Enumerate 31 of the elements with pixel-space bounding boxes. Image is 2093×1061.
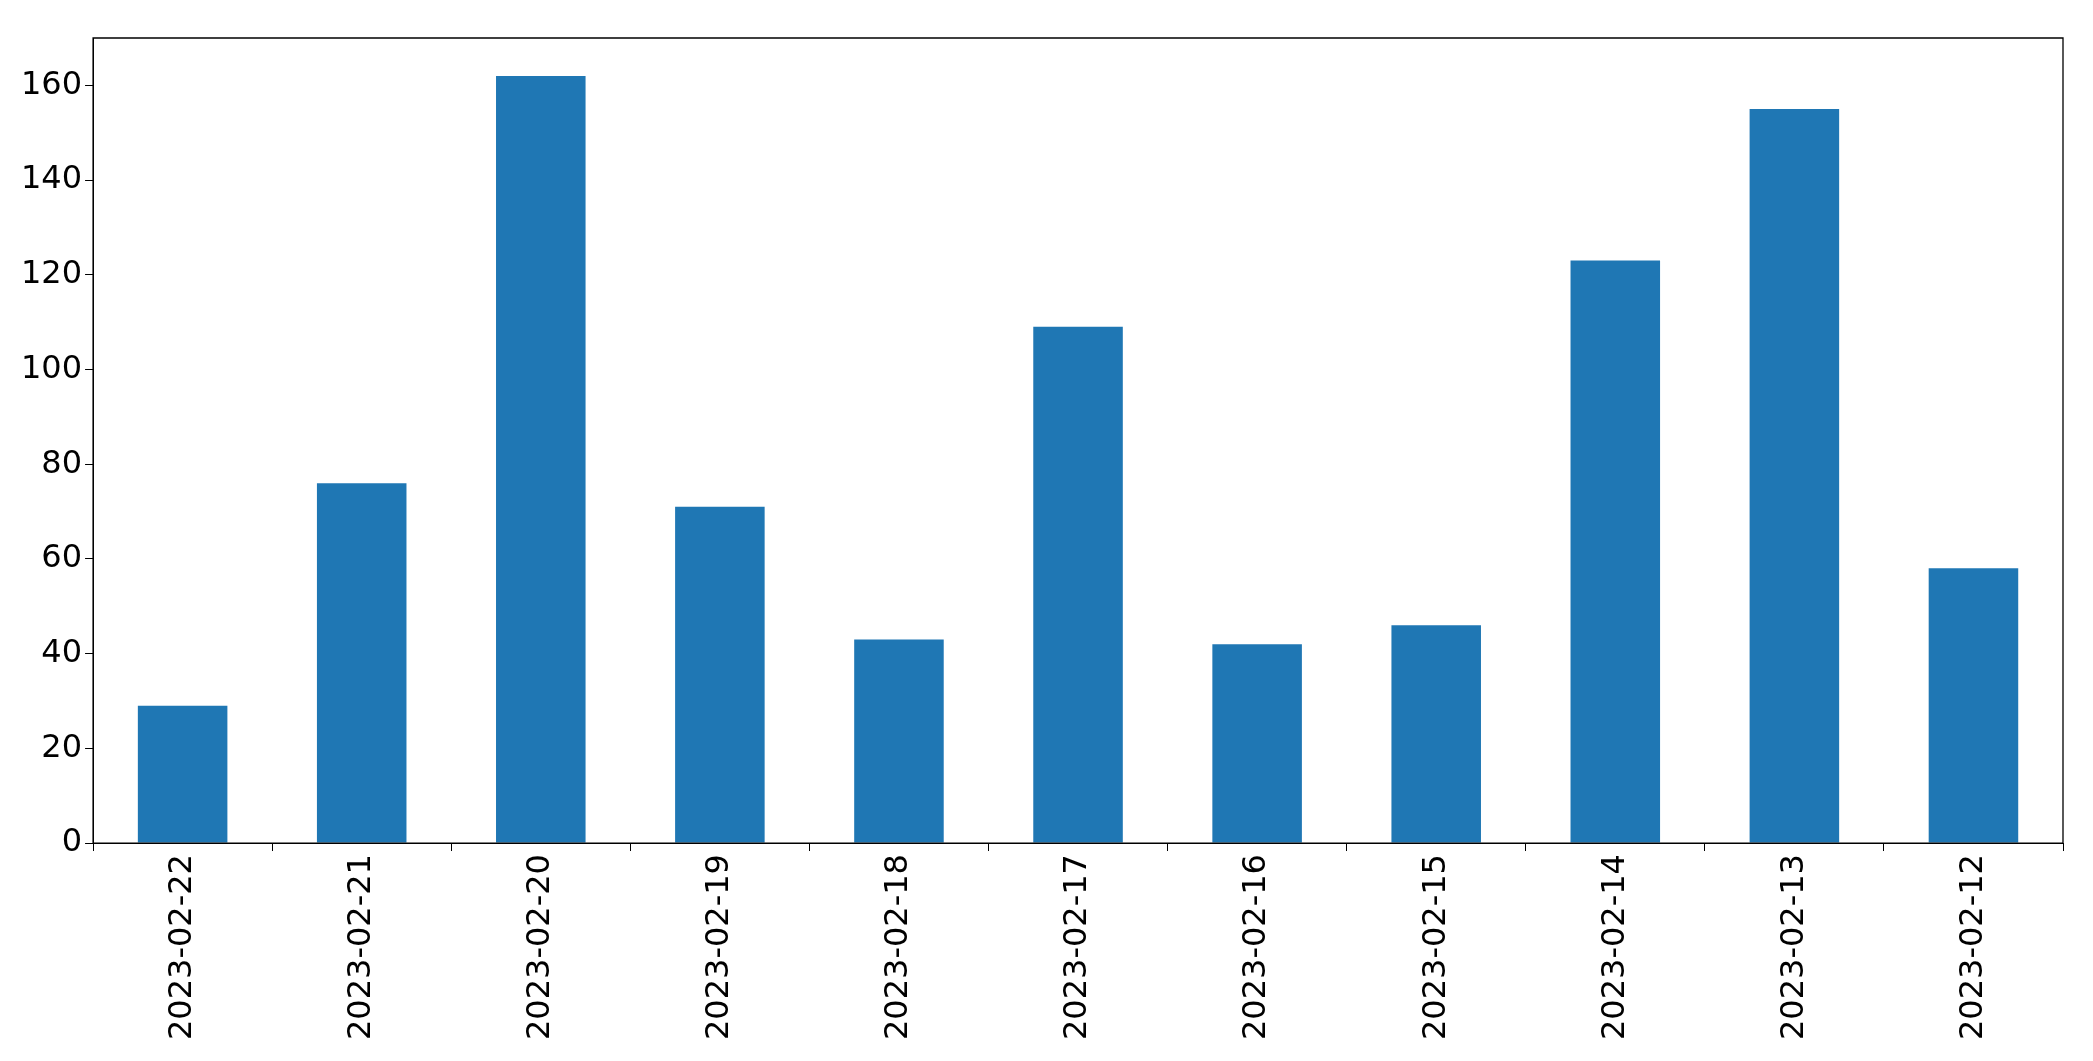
bar xyxy=(1391,625,1481,843)
x-tick-label: 2023-02-19 xyxy=(698,854,737,1040)
y-tick-label: 80 xyxy=(41,442,83,481)
bar xyxy=(675,506,765,843)
y-tick-label: 20 xyxy=(41,726,83,765)
bar xyxy=(1928,568,2019,843)
x-tick-label: 2023-02-21 xyxy=(340,854,379,1040)
x-tick-label: 2023-02-17 xyxy=(1056,854,1095,1040)
bar xyxy=(1749,109,1840,843)
y-tick-label: 100 xyxy=(21,347,83,386)
bar xyxy=(854,639,944,843)
x-tick-label: 2023-02-12 xyxy=(1951,854,1990,1040)
x-tick-label: 2023-02-13 xyxy=(1772,854,1811,1040)
y-tick-label: 60 xyxy=(41,537,83,576)
bar xyxy=(496,75,586,843)
bar xyxy=(1212,644,1302,843)
y-tick-label: 140 xyxy=(21,158,83,197)
bar xyxy=(137,705,228,843)
y-tick-label: 0 xyxy=(61,821,83,860)
x-tick-label: 2023-02-18 xyxy=(877,854,916,1040)
x-tick-label: 2023-02-16 xyxy=(1235,854,1274,1040)
y-tick-label: 40 xyxy=(41,631,83,670)
y-tick-label: 160 xyxy=(21,63,83,102)
x-tick-label: 2023-02-15 xyxy=(1414,854,1453,1040)
x-tick-label: 2023-02-14 xyxy=(1593,854,1632,1040)
bar xyxy=(316,483,407,843)
x-tick-label: 2023-02-20 xyxy=(519,854,558,1040)
y-tick-label: 120 xyxy=(21,253,83,292)
bar xyxy=(1570,260,1661,843)
bar xyxy=(1033,326,1123,843)
x-tick-label: 2023-02-22 xyxy=(160,854,199,1040)
